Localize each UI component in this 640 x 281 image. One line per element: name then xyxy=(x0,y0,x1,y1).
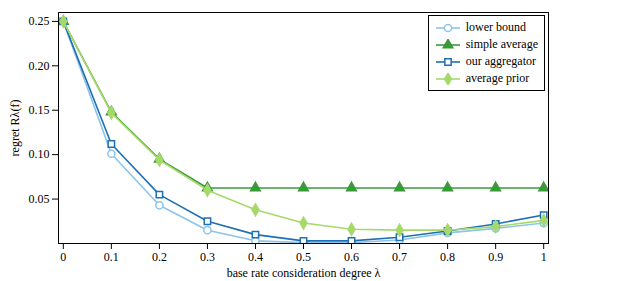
svg-text:0.25: 0.25 xyxy=(29,14,50,28)
svg-text:0.8: 0.8 xyxy=(440,250,455,264)
svg-text:0.4: 0.4 xyxy=(248,250,263,264)
svg-text:1: 1 xyxy=(541,250,547,264)
svg-text:0: 0 xyxy=(60,250,66,264)
svg-text:0.15: 0.15 xyxy=(29,103,50,117)
svg-text:0.2: 0.2 xyxy=(152,250,167,264)
html-text:average prior: average prior xyxy=(465,71,530,85)
svg-text:0.05: 0.05 xyxy=(29,192,50,206)
html-text:lower bound: lower bound xyxy=(465,20,526,34)
svg-text:0.9: 0.9 xyxy=(488,250,503,264)
svg-text:regret Rλ(f): regret Rλ(f) xyxy=(8,100,22,157)
svg-text:0.1: 0.1 xyxy=(104,250,119,264)
svg-text:base rate consideration degree: base rate consideration degree λ xyxy=(227,266,381,280)
html-text:simple average: simple average xyxy=(465,37,538,51)
svg-text:0.6: 0.6 xyxy=(344,250,359,264)
svg-text:0.3: 0.3 xyxy=(200,250,215,264)
svg-text:0.20: 0.20 xyxy=(29,59,50,73)
svg-text:0.10: 0.10 xyxy=(29,147,50,161)
svg-text:0.7: 0.7 xyxy=(392,250,407,264)
html-text:our aggregator: our aggregator xyxy=(465,54,536,68)
svg-text:0.5: 0.5 xyxy=(296,250,311,264)
